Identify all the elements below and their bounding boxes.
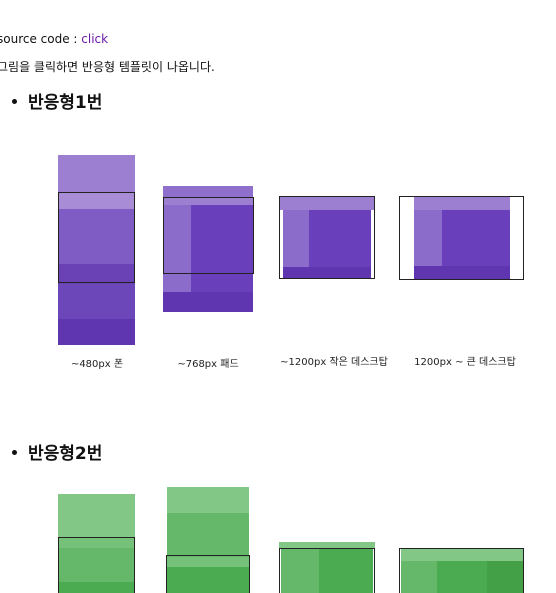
phone-footer-block xyxy=(58,319,135,345)
pad-screen-frame xyxy=(163,197,254,274)
caption-large-desktop: 1200px ~ 큰 데스크탑 xyxy=(414,357,516,368)
pad-header-block xyxy=(163,186,253,198)
caption-phone: ~480px 폰 xyxy=(70,359,124,370)
phone-content-block xyxy=(58,264,135,284)
small-desktop-footer-block xyxy=(283,267,371,278)
bullet-icon xyxy=(12,98,17,104)
pad-content-block xyxy=(167,567,249,593)
large-desktop-sidebar-block xyxy=(414,210,442,266)
large-desktop-header-block xyxy=(401,549,523,561)
pad-screen-frame xyxy=(166,555,250,593)
large-desktop-content-block xyxy=(437,561,487,593)
phone-header-block xyxy=(58,155,135,192)
small-desktop-sidebar-block xyxy=(281,549,319,593)
pad-nav-block xyxy=(167,557,249,567)
phone-screen-frame xyxy=(58,192,135,283)
phone-content-block xyxy=(58,548,135,582)
phone-content-block xyxy=(58,284,135,319)
phone-screen-frame xyxy=(58,537,135,593)
section-title-label: 반응형2번 xyxy=(28,444,103,464)
large-desktop-sidebar-block xyxy=(401,561,437,593)
small-desktop-content-block xyxy=(309,210,371,267)
bullet-icon xyxy=(12,449,17,455)
large-desktop-screen-frame xyxy=(399,548,524,593)
large-desktop-content-block xyxy=(442,210,510,266)
phone-nav-block xyxy=(58,538,135,548)
large-desktop-footer-block xyxy=(414,266,510,279)
phone-header-block xyxy=(58,494,135,538)
phone-content-block xyxy=(58,582,135,593)
large-desktop-screen-frame xyxy=(399,196,524,280)
pad-content-block xyxy=(191,205,253,292)
large-desktop-aside-block xyxy=(487,561,523,593)
section-title-responsive-2: 반응형2번 xyxy=(12,443,102,465)
caption-small-desktop: ~1200px 작은 데스크탑 xyxy=(280,357,388,368)
section-title-responsive-1: 반응형1번 xyxy=(12,92,102,114)
instruction-text: 그림을 클릭하면 반응형 템플릿이 나옵니다. xyxy=(0,60,215,74)
large-desktop-header-block xyxy=(414,196,510,210)
pad-nav-block xyxy=(163,198,253,205)
pad-content-block xyxy=(167,513,249,557)
phone-content-block xyxy=(58,209,135,264)
responsive-2-diagram[interactable] xyxy=(0,480,556,593)
small-desktop-content-block xyxy=(319,549,373,593)
small-desktop-sidebar-block xyxy=(283,210,309,267)
caption-pad: ~768px 패드 xyxy=(177,359,239,370)
small-desktop-screen-frame xyxy=(279,196,375,279)
phone-nav-block xyxy=(58,192,135,209)
responsive-1-diagram[interactable]: ~480px 폰 ~768px 패드 ~1200px 작은 데스크탑 1200p… xyxy=(0,150,556,380)
section-title-label: 반응형1번 xyxy=(28,93,103,113)
source-code-link[interactable]: click xyxy=(81,32,109,46)
small-desktop-header-block xyxy=(279,196,375,210)
source-code-line: source code : click xyxy=(0,31,108,47)
small-desktop-header-block xyxy=(279,542,375,549)
pad-sidebar-block xyxy=(163,205,191,292)
source-code-label: source code : xyxy=(0,32,82,46)
small-desktop-screen-frame xyxy=(279,548,375,593)
pad-header-block xyxy=(167,487,249,513)
pad-footer-block xyxy=(163,292,253,312)
